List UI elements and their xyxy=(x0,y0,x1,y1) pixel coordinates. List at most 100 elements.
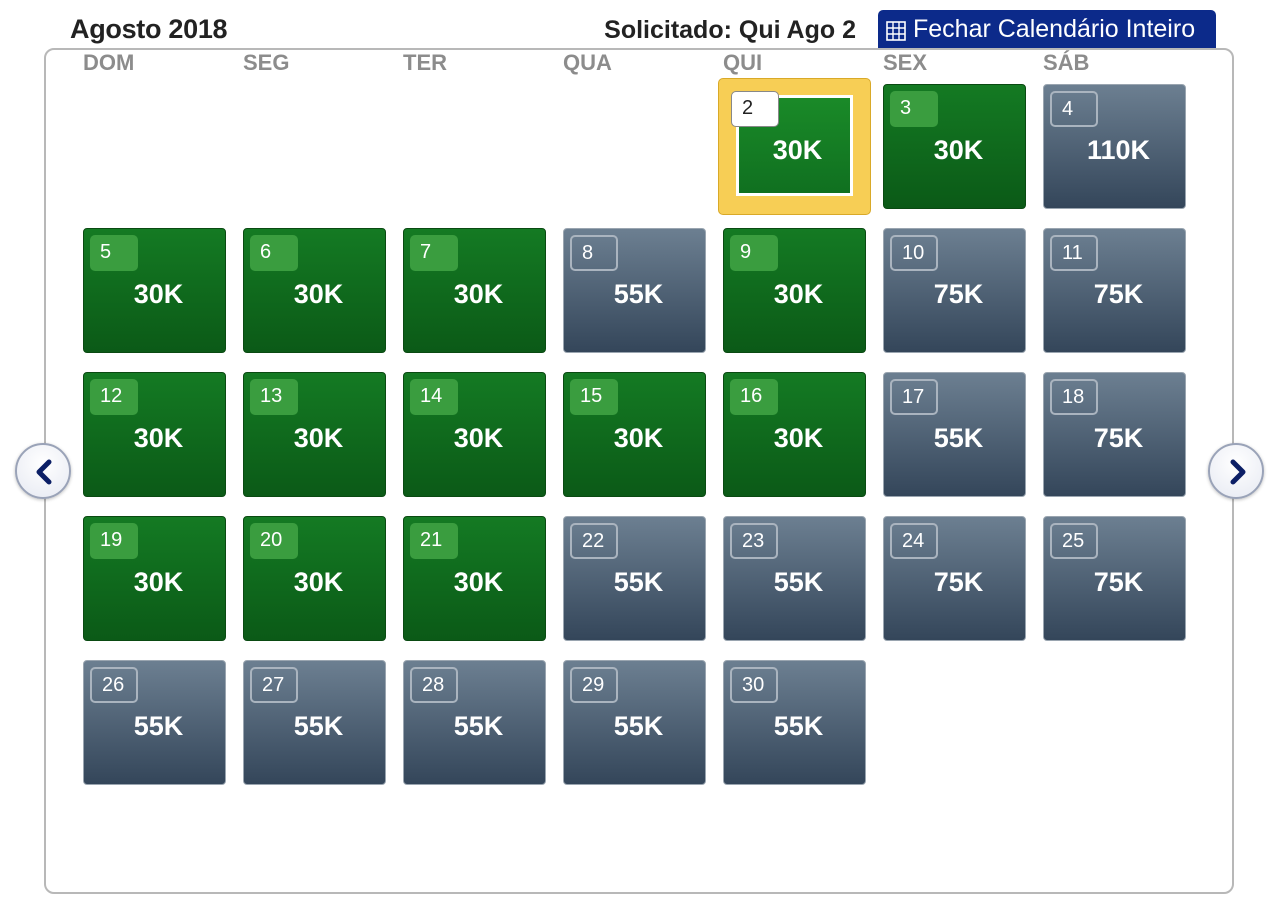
calendar-day[interactable]: 25 75K xyxy=(1043,516,1186,641)
calendar-day[interactable]: 23 55K xyxy=(723,516,866,641)
next-month-button[interactable] xyxy=(1208,443,1264,499)
calendar-day[interactable]: 18 75K xyxy=(1043,372,1186,497)
day-price: 110K xyxy=(1086,135,1151,165)
day-price: 55K xyxy=(293,711,344,741)
calendar-day[interactable]: 6 30K xyxy=(243,228,386,353)
calendar-day[interactable]: 8 55K xyxy=(563,228,706,353)
day-number: 4 xyxy=(1050,91,1098,127)
day-price: 30K xyxy=(133,279,184,309)
day-price: 55K xyxy=(613,711,664,741)
day-price: 30K xyxy=(453,423,504,453)
day-number: 7 xyxy=(410,235,458,271)
day-price: 30K xyxy=(773,279,824,309)
day-price: 75K xyxy=(1093,423,1144,453)
day-number: 24 xyxy=(890,523,938,559)
day-number: 6 xyxy=(250,235,298,271)
day-price: 55K xyxy=(133,711,184,741)
day-number: 9 xyxy=(730,235,778,271)
day-number: 14 xyxy=(410,379,458,415)
day-number: 10 xyxy=(890,235,938,271)
calendar-day[interactable]: 16 30K xyxy=(723,372,866,497)
calendar-day-selected[interactable]: 2 30K xyxy=(718,78,871,215)
calendar-day[interactable]: 26 55K xyxy=(83,660,226,785)
calendar-day[interactable]: 9 30K xyxy=(723,228,866,353)
day-price: 55K xyxy=(773,567,824,597)
day-number: 3 xyxy=(890,91,938,127)
calendar-day[interactable]: 30 55K xyxy=(723,660,866,785)
calendar-day[interactable]: 21 30K xyxy=(403,516,546,641)
day-price: 30K xyxy=(772,135,823,165)
day-number: 29 xyxy=(570,667,618,703)
day-number: 15 xyxy=(570,379,618,415)
day-price: 55K xyxy=(933,423,984,453)
requested-date-label: Solicitado: Qui Ago 2 xyxy=(604,16,856,44)
day-number: 21 xyxy=(410,523,458,559)
day-number: 11 xyxy=(1050,235,1098,271)
previous-month-button[interactable] xyxy=(15,443,71,499)
day-price: 75K xyxy=(933,279,984,309)
day-price: 55K xyxy=(613,567,664,597)
day-price: 55K xyxy=(453,711,504,741)
chevron-right-icon xyxy=(1230,459,1246,485)
calendar-day[interactable]: 22 55K xyxy=(563,516,706,641)
day-number: 13 xyxy=(250,379,298,415)
day-price: 30K xyxy=(453,567,504,597)
calendar-day[interactable]: 20 30K xyxy=(243,516,386,641)
calendar-day[interactable]: 29 55K xyxy=(563,660,706,785)
day-number: 5 xyxy=(90,235,138,271)
day-number: 26 xyxy=(90,667,138,703)
close-full-calendar-label: Fechar Calendário Inteiro xyxy=(913,14,1196,43)
day-number: 18 xyxy=(1050,379,1098,415)
weekday-label: SÁB xyxy=(1043,50,1090,75)
calendar-day[interactable]: 7 30K xyxy=(403,228,546,353)
weekday-label: DOM xyxy=(83,50,135,75)
calendar-day[interactable]: 13 30K xyxy=(243,372,386,497)
calendar-grid-icon xyxy=(886,19,906,41)
weekday-label: QUA xyxy=(563,50,612,75)
day-number: 23 xyxy=(730,523,778,559)
day-price: 55K xyxy=(613,279,664,309)
day-price: 30K xyxy=(293,279,344,309)
day-number: 25 xyxy=(1050,523,1098,559)
weekday-label: SEX xyxy=(883,50,928,75)
calendar-day[interactable]: 17 55K xyxy=(883,372,1026,497)
weekday-label: TER xyxy=(403,50,447,75)
day-number: 17 xyxy=(890,379,938,415)
calendar-day[interactable]: 27 55K xyxy=(243,660,386,785)
day-number: 19 xyxy=(90,523,138,559)
weekday-label: SEG xyxy=(243,50,290,75)
calendar-day[interactable]: 3 30K xyxy=(883,84,1026,209)
calendar-day[interactable]: 28 55K xyxy=(403,660,546,785)
day-number: 28 xyxy=(410,667,458,703)
day-price: 75K xyxy=(933,567,984,597)
calendar-day[interactable]: 15 30K xyxy=(563,372,706,497)
day-number: 8 xyxy=(570,235,618,271)
calendar-day[interactable]: 12 30K xyxy=(83,372,226,497)
calendar-day[interactable]: 19 30K xyxy=(83,516,226,641)
calendar-day[interactable]: 4 110K xyxy=(1043,84,1186,209)
day-price: 75K xyxy=(1093,279,1144,309)
day-number: 27 xyxy=(250,667,298,703)
weekday-label: QUI xyxy=(723,50,763,75)
day-price: 75K xyxy=(1093,567,1144,597)
day-number: 30 xyxy=(730,667,778,703)
day-number: 20 xyxy=(250,523,298,559)
calendar-day[interactable]: 11 75K xyxy=(1043,228,1186,353)
day-price: 30K xyxy=(453,279,504,309)
calendar-day[interactable]: 24 75K xyxy=(883,516,1026,641)
close-full-calendar-button[interactable]: Fechar Calendário Inteiro xyxy=(878,10,1216,48)
day-price: 30K xyxy=(133,423,184,453)
chevron-left-icon xyxy=(36,459,52,485)
day-price: 30K xyxy=(613,423,664,453)
day-price: 30K xyxy=(933,135,984,165)
calendar-day[interactable]: 5 30K xyxy=(83,228,226,353)
day-number: 2 xyxy=(731,91,779,127)
day-number: 22 xyxy=(570,523,618,559)
calendar-day[interactable]: 14 30K xyxy=(403,372,546,497)
day-number: 16 xyxy=(730,379,778,415)
day-price: 30K xyxy=(773,423,824,453)
day-price: 30K xyxy=(133,567,184,597)
day-price: 30K xyxy=(293,423,344,453)
day-price: 55K xyxy=(773,711,824,741)
calendar-day[interactable]: 10 75K xyxy=(883,228,1026,353)
